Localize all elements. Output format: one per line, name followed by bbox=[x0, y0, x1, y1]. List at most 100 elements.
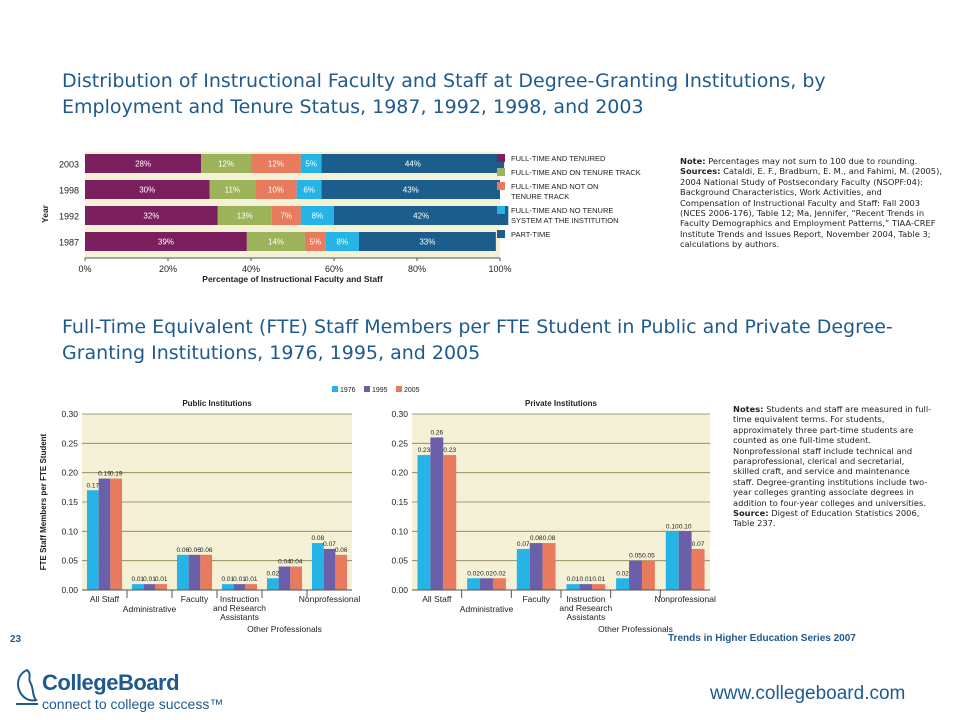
bar-data-label: 0.01 bbox=[245, 576, 258, 583]
bar-data-label: 0.02 bbox=[467, 570, 480, 577]
bar bbox=[529, 543, 543, 590]
bar-segment bbox=[325, 232, 359, 251]
bar-data-label: 0.05 bbox=[642, 553, 655, 560]
y-tick-label: 0.00 bbox=[61, 585, 78, 595]
legend-label: FULL-TIME AND NO TENURE SYSTEM AT THE INS… bbox=[511, 206, 619, 225]
legend-label: FULL-TIME AND TENURED bbox=[511, 154, 606, 163]
bar-data-label: 5% bbox=[305, 160, 317, 169]
y-tick-label: 0.05 bbox=[391, 556, 408, 566]
bar bbox=[641, 560, 655, 590]
bar-segment bbox=[201, 154, 251, 173]
category-label: Instruction and Research Assistants bbox=[213, 594, 266, 622]
bar bbox=[311, 543, 324, 590]
bar-data-label: 0.01 bbox=[221, 576, 234, 583]
acorn-logo-icon bbox=[16, 668, 38, 705]
bar bbox=[98, 478, 111, 590]
sources-text: Cataldi, E. F., Bradburn, E. M., and Fah… bbox=[680, 166, 942, 250]
bar-data-label: 0.01 bbox=[131, 576, 144, 583]
bar bbox=[278, 566, 291, 590]
bar-segment bbox=[251, 154, 301, 173]
bar-data-label: 0.23 bbox=[418, 447, 431, 454]
bar-segment bbox=[358, 232, 496, 251]
bar-segment bbox=[217, 206, 272, 225]
bar-data-label: 0.23 bbox=[443, 447, 456, 454]
legend-label: FULL-TIME AND NOT ON TENURE TRACK bbox=[511, 182, 598, 201]
bar bbox=[616, 578, 630, 590]
bar-data-label: 0.07 bbox=[692, 541, 705, 548]
note-label: Note: bbox=[680, 156, 706, 166]
source-text: Digest of Education Statistics 2006, Tab… bbox=[733, 508, 920, 529]
logo-tagline: connect to college success™ bbox=[42, 696, 224, 712]
category-label: All Staff bbox=[422, 594, 452, 604]
bar-data-label: 0.07 bbox=[323, 541, 336, 548]
bar-segment bbox=[85, 232, 247, 251]
bar-data-label: 0.07 bbox=[517, 541, 530, 548]
bar bbox=[131, 584, 144, 590]
bar bbox=[467, 578, 481, 590]
bar bbox=[592, 584, 606, 590]
bar-data-label: 0.06 bbox=[176, 547, 189, 554]
legend-label: 1976 bbox=[340, 387, 356, 394]
y-tick-label: 0.10 bbox=[391, 526, 408, 536]
bar-data-label: 0.02 bbox=[493, 570, 506, 577]
y-tick-label: 0.15 bbox=[61, 497, 78, 507]
bar-data-label: 0.04 bbox=[290, 559, 303, 566]
bar-data-label: 0.01 bbox=[143, 576, 156, 583]
collegeboard-logo[interactable]: CollegeBoard connect to college success™ bbox=[12, 664, 252, 712]
bar-data-label: 28% bbox=[135, 160, 151, 169]
y-tick-label: 0.10 bbox=[61, 526, 78, 536]
y-tick-label: 0.25 bbox=[61, 438, 78, 448]
bar-data-label: 12% bbox=[218, 160, 234, 169]
category-label: Faculty bbox=[181, 594, 209, 604]
year-label: 2003 bbox=[59, 160, 79, 170]
bar-data-label: 7% bbox=[280, 212, 292, 221]
bar bbox=[665, 531, 679, 590]
bar-data-label: 8% bbox=[337, 238, 349, 247]
bar bbox=[176, 554, 189, 590]
bar-data-label: 11% bbox=[225, 186, 240, 195]
category-label: Nonprofessional bbox=[654, 594, 716, 604]
bar-segment bbox=[209, 180, 256, 199]
bar bbox=[143, 584, 156, 590]
bar-data-label: 10% bbox=[268, 186, 284, 195]
bar-data-label: 5% bbox=[310, 238, 322, 247]
bar bbox=[443, 455, 457, 590]
bar bbox=[155, 584, 168, 590]
bar-data-label: 6% bbox=[303, 186, 315, 195]
notes-text: Students and staff are measured in full-… bbox=[733, 404, 932, 508]
bar-segment bbox=[321, 154, 505, 173]
bar-data-label: 0.01 bbox=[567, 576, 580, 583]
bar-data-label: 0.08 bbox=[530, 535, 543, 542]
website-link[interactable]: www.collegeboard.com bbox=[710, 683, 906, 704]
bar-segment bbox=[255, 180, 297, 199]
y-axis-title: FTE Staff Members per FTE Student bbox=[39, 433, 48, 570]
legend-swatch bbox=[396, 386, 402, 392]
bar-data-label: 0.01 bbox=[233, 576, 246, 583]
bar bbox=[542, 543, 556, 590]
y-tick-label: 0.30 bbox=[391, 409, 408, 419]
y-tick-label: 0.25 bbox=[391, 438, 408, 448]
bar bbox=[245, 584, 258, 590]
chart2-title: Full-Time Equivalent (FTE) Staff Members… bbox=[62, 316, 893, 364]
y-tick-label: 0.05 bbox=[61, 556, 78, 566]
legend-swatch bbox=[364, 386, 370, 392]
bar-data-label: 0.02 bbox=[480, 570, 493, 577]
bar-data-label: 0.02 bbox=[266, 570, 279, 577]
bar-data-label: 0.19 bbox=[110, 471, 123, 478]
chart2-notes: Notes: Students and staff are measured i… bbox=[733, 404, 933, 529]
legend-label: FULL-TIME AND ON TENURE TRACK bbox=[511, 168, 641, 177]
sources-label: Sources: bbox=[680, 166, 721, 177]
y-tick-label: 0.30 bbox=[61, 409, 78, 419]
bar-data-label: 0.05 bbox=[629, 553, 642, 560]
year-label: 1992 bbox=[59, 212, 79, 222]
bar bbox=[290, 566, 303, 590]
chart1-title: Distribution of Instructional Faculty an… bbox=[62, 70, 826, 118]
x-tick-label: 0% bbox=[78, 264, 91, 274]
bar bbox=[492, 578, 506, 590]
category-label: Faculty bbox=[522, 594, 550, 604]
stacked-bar-chart: 2003 28% 12% 12% 5% 44% 1998 30% 11% 10% 6% 43% 1992… bbox=[40, 152, 641, 284]
fte-bar-charts: 1976 1995 2005 0.00 0.05 0.10 0.15 0.20 0.25 0.30… bbox=[39, 386, 716, 634]
y-tick-label: 0.20 bbox=[391, 468, 408, 478]
bar-segment bbox=[85, 180, 210, 199]
x-tick-label: 80% bbox=[408, 264, 426, 274]
